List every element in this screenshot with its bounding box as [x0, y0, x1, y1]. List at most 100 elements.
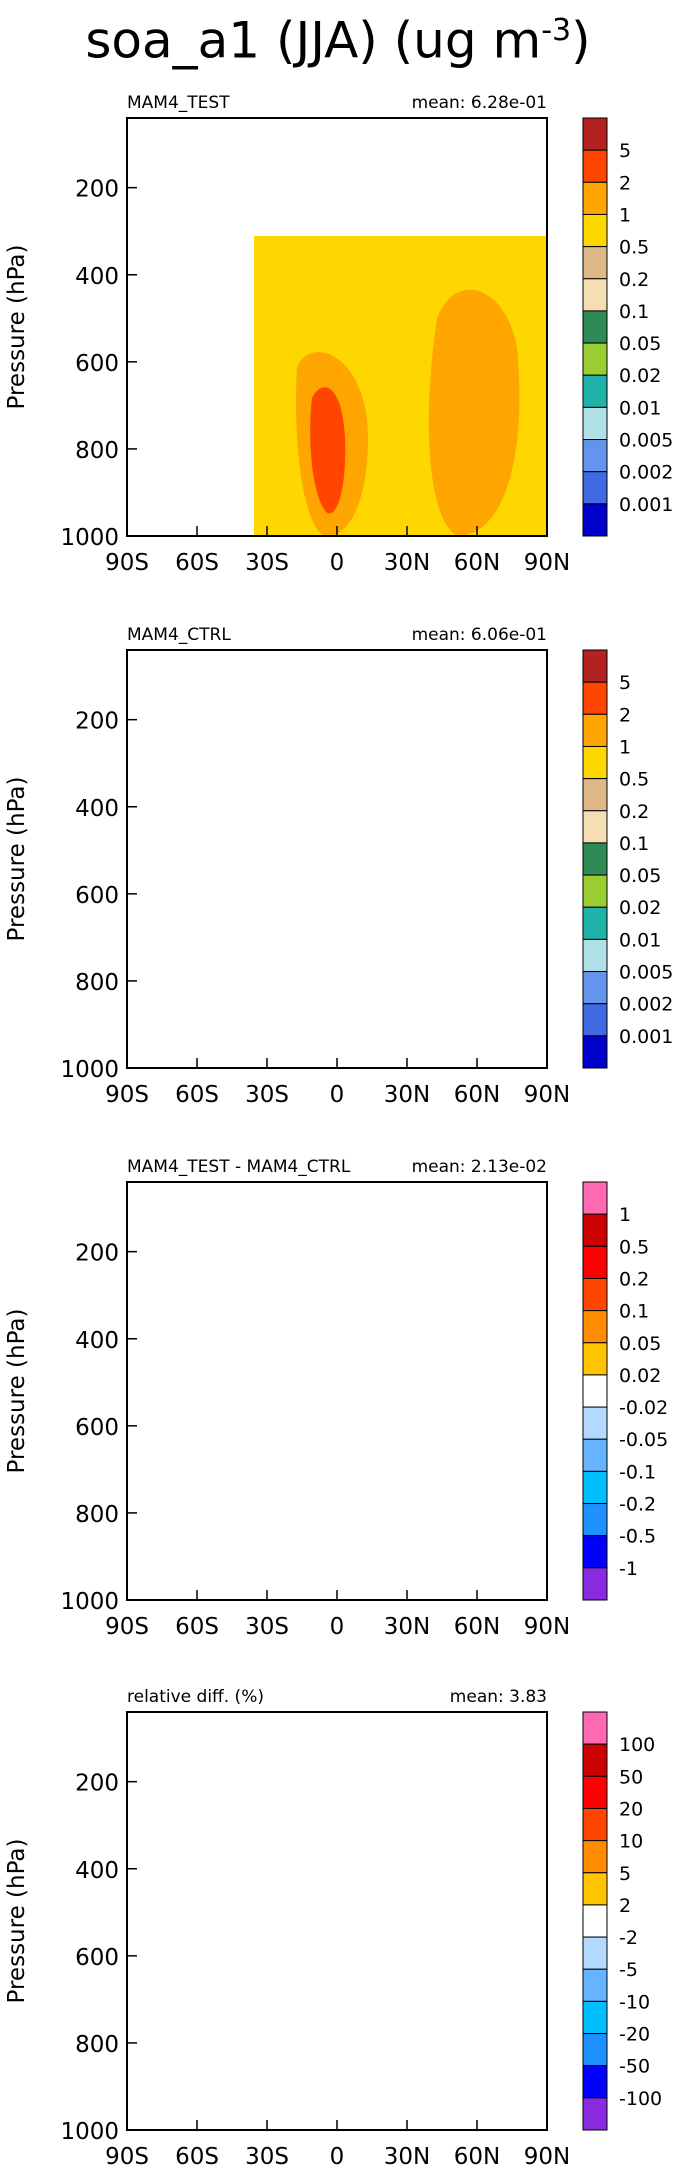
colorbar-label: -1: [619, 1558, 638, 1580]
plot-frame: [126, 1711, 548, 2131]
colorbar-box: [582, 649, 608, 683]
y-tick-label: 600: [75, 1415, 119, 1441]
colorbar-label: 0.05: [619, 1333, 661, 1355]
colorbar-label: 20: [619, 1798, 643, 1820]
colorbar-label: -100: [619, 2088, 662, 2110]
contour-region: [404, 1380, 463, 1534]
colorbar-box: [582, 2065, 608, 2099]
colorbar-label: 0.005: [619, 430, 673, 452]
contour-field: [127, 1712, 547, 2130]
figure-title: soa_a1 (JJA) (ug m-3): [0, 0, 676, 70]
x-tick-label: 60N: [454, 1614, 500, 1640]
y-tick-label: 1000: [60, 2119, 119, 2145]
y-tick-label: 600: [75, 883, 119, 909]
contour-region: [127, 865, 182, 1068]
y-axis-label: Pressure (hPa): [4, 777, 30, 942]
colorbar-label: -50: [619, 2056, 650, 2078]
contour-field: [127, 1182, 547, 1600]
colorbar-label: 0.002: [619, 994, 673, 1016]
colorbar-label: 0.02: [619, 365, 661, 387]
colorbar-label: -0.5: [619, 1526, 656, 1548]
colorbar-label: 1: [619, 204, 631, 226]
colorbar-label: 0.002: [619, 462, 673, 484]
topography-mask: [127, 2012, 207, 2130]
contour-field: [254, 236, 547, 536]
colorbar-label: 2: [619, 172, 631, 194]
plot-frame: [126, 649, 548, 1069]
colorbar-box: [582, 842, 608, 876]
contour-region: [127, 1732, 167, 1752]
colorbar-label: 0.1: [619, 833, 649, 855]
y-tick-label: 400: [75, 796, 119, 822]
x-tick-label: 90S: [105, 1082, 149, 1108]
y-axis-label: Pressure (hPa): [4, 245, 30, 410]
contour-region: [296, 877, 368, 1069]
x-tick-label: 0: [330, 1082, 345, 1108]
colorbar-box: [582, 278, 608, 312]
contour-region: [429, 865, 540, 1068]
y-tick-label: 1000: [60, 1057, 119, 1083]
x-tick-label: 90S: [105, 1614, 149, 1640]
panel-title-left: relative diff. (%): [127, 1687, 264, 1707]
contour-region: [263, 1296, 347, 1467]
x-tick-label: 90S: [105, 550, 149, 576]
panel-title-left: MAM4_TEST - MAM4_CTRL: [127, 1157, 351, 1177]
colorbar-label: 0.005: [619, 962, 673, 984]
colorbar-label: 50: [619, 1766, 643, 1788]
colorbar-label: 0.05: [619, 333, 661, 355]
colorbar-box: [582, 310, 608, 344]
colorbar-box: [582, 1277, 608, 1312]
panel-title-left: MAM4_TEST: [127, 93, 230, 113]
colorbar-box: [582, 471, 608, 505]
y-axis-label: Pressure (hPa): [4, 1309, 30, 1474]
contour-region: [398, 1813, 532, 2130]
x-tick-label: 30N: [384, 550, 430, 576]
colorbar-label: -0.02: [619, 1397, 668, 1419]
colorbar-label: 0.02: [619, 897, 661, 919]
colorbar-label: 1: [619, 1204, 631, 1226]
x-tick-label: 60S: [175, 1082, 219, 1108]
y-tick-label: 800: [75, 438, 119, 464]
colorbar-box: [582, 1406, 608, 1440]
y-tick-label: 600: [75, 351, 119, 377]
y-axis-label: Pressure (hPa): [4, 1839, 30, 2004]
figure-title-close: ): [571, 11, 591, 70]
colorbar-box: [582, 1904, 608, 1938]
colorbar-label: 5: [619, 140, 631, 162]
colorbar-box: [582, 503, 608, 537]
colorbar-box: [582, 1807, 608, 1842]
colorbar-box: [582, 149, 608, 183]
x-tick-label: 60S: [175, 1614, 219, 1640]
colorbar-box: [582, 213, 608, 248]
x-tick-label: 60S: [175, 550, 219, 576]
colorbar-label: 100: [619, 1734, 655, 1756]
colorbar-label: -0.2: [619, 1494, 656, 1516]
colorbar-box: [582, 1968, 608, 2002]
x-tick-label: 90S: [105, 2144, 149, 2170]
contour-region: [127, 1712, 547, 1748]
contour-region: [127, 800, 197, 1068]
colorbar-box: [582, 971, 608, 1005]
y-tick-label: 200: [75, 709, 119, 735]
contour-region: [222, 702, 547, 1068]
contour-region: [428, 289, 520, 536]
colorbar-label: 0.5: [619, 769, 649, 791]
colorbar-label: 0.01: [619, 929, 661, 951]
y-tick-label: 400: [75, 1858, 119, 1884]
y-tick-label: 800: [75, 2032, 119, 2058]
colorbar-box: [582, 1245, 608, 1279]
x-tick-label: 60N: [454, 550, 500, 576]
colorbar-box: [582, 374, 608, 408]
figure-title-exponent: -3: [541, 13, 572, 48]
colorbar-box: [582, 181, 608, 215]
x-tick-label: 0: [330, 550, 345, 576]
contour-region: [127, 1712, 547, 2130]
colorbar-label: 10: [619, 1831, 643, 1853]
colorbar-label: 0.5: [619, 237, 649, 259]
contour-region: [236, 1208, 547, 1600]
colorbar-box: [582, 713, 608, 747]
x-tick-label: 30S: [245, 550, 289, 576]
contour-region: [277, 1474, 328, 1600]
colorbar-box: [582, 1711, 608, 1745]
